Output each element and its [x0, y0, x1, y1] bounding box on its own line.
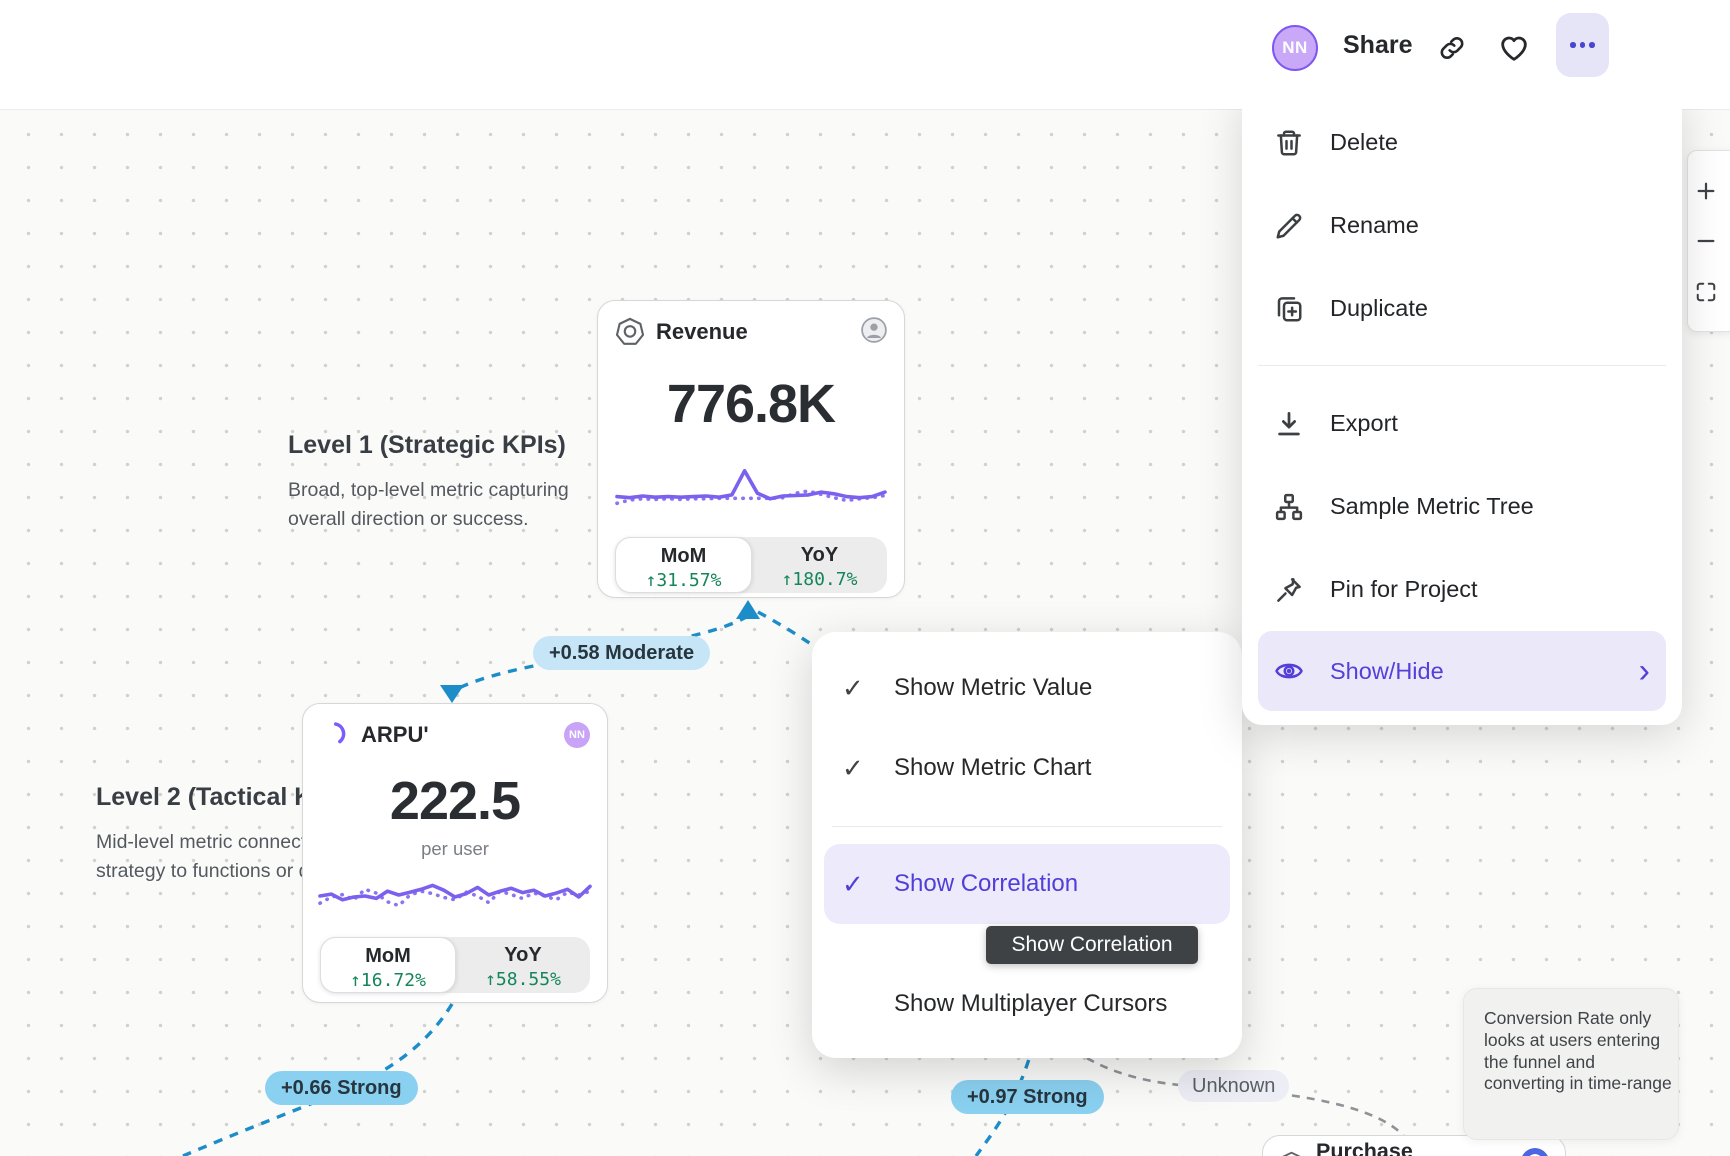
- copy-link-icon[interactable]: [1438, 34, 1466, 62]
- export-icon: [1274, 409, 1304, 439]
- correlation-badge[interactable]: +0.97 Strong: [951, 1080, 1104, 1114]
- level-1-title: Level 1 (Strategic KPIs): [288, 431, 566, 459]
- menu-item-pin-for-project[interactable]: Pin for Project: [1258, 548, 1666, 631]
- tab-mom[interactable]: MoM ↑31.57%: [615, 537, 752, 593]
- correlation-badge[interactable]: +0.58 Moderate: [533, 636, 711, 670]
- fit-view-button[interactable]: [1695, 281, 1717, 303]
- correlation-badge[interactable]: +0.66 Strong: [265, 1071, 418, 1105]
- menu-item-show-hide[interactable]: Show/Hide ›: [1258, 631, 1666, 711]
- pin-icon: [1274, 575, 1304, 605]
- show-correlation-tooltip: Show Correlation: [986, 926, 1198, 964]
- menu-item-delete[interactable]: Delete: [1258, 101, 1666, 184]
- metric-value: 776.8K: [666, 374, 836, 434]
- eye-icon: [1274, 656, 1304, 686]
- comparison-tabs: MoM ↑16.72% YoY ↑58.55%: [320, 937, 590, 993]
- level-1-annotation: Level 1 (Strategic KPIs) Broad, top-leve…: [288, 430, 569, 534]
- correlation-unknown-label[interactable]: Unknown: [1178, 1070, 1290, 1102]
- check-icon: ✓: [842, 672, 864, 703]
- level-2-description-line: strategy to functions or doma: [96, 860, 348, 882]
- metric-card-revenue[interactable]: Revenue 776.8K MoM ↑31.57% YoY ↑180.7%: [597, 300, 905, 598]
- menu-item-duplicate[interactable]: Duplicate: [1258, 267, 1666, 350]
- menu-divider: [832, 826, 1222, 827]
- metric-title: Revenue: [656, 319, 748, 344]
- canvas-context-menu: ✓ Show Metric Value ✓ Show Metric Chart …: [812, 632, 1242, 1058]
- yoy-value: ↑58.55%: [485, 969, 561, 990]
- chevron-right-icon: ›: [1638, 652, 1650, 690]
- share-button[interactable]: Share: [1343, 31, 1413, 59]
- metric-badge-icon: [1278, 1151, 1305, 1156]
- mom-value: ↑31.57%: [645, 570, 722, 591]
- check-icon: ✓: [842, 752, 864, 783]
- derived-metric-icon: [320, 720, 350, 750]
- user-avatar[interactable]: NN: [1272, 25, 1318, 71]
- pencil-icon: [1274, 211, 1304, 241]
- zoom-out-button[interactable]: [1695, 230, 1717, 252]
- metric-title: ARPU': [361, 722, 429, 747]
- menu-item-show-correlation[interactable]: ✓ Show Correlation: [824, 844, 1230, 924]
- level-1-description-line: overall direction or success.: [288, 508, 529, 530]
- tab-mom[interactable]: MoM ↑16.72%: [320, 937, 456, 993]
- yoy-value: ↑180.7%: [781, 569, 858, 590]
- metric-card-arpu[interactable]: ARPU' NN 222.5 per user MoM ↑16.72% YoY …: [302, 703, 608, 1003]
- check-icon: ✓: [842, 868, 864, 899]
- metric-badge-icon: [615, 317, 645, 347]
- tab-yoy[interactable]: YoY ↑180.7%: [752, 537, 887, 593]
- conversion-note-tooltip: Conversion Rate only looks at users ente…: [1463, 988, 1679, 1140]
- metric-sparkline: [615, 469, 887, 506]
- metric-title: Purchase Conversion R: [1316, 1139, 1413, 1156]
- viewer-avatar-icon: [861, 316, 887, 348]
- menu-item-rename[interactable]: Rename: [1258, 184, 1666, 267]
- level-2-annotation: Level 2 (Tactical KPIs Mid-level metric …: [96, 782, 350, 886]
- duplicate-icon: [1274, 294, 1304, 324]
- collaborator-avatar: NN: [564, 722, 590, 748]
- metric-unit: per user: [421, 838, 489, 859]
- canvas-zoom-controls: [1687, 150, 1730, 332]
- more-options-menu: Delete Rename Duplicate: [1242, 87, 1682, 725]
- level-2-description-line: Mid-level metric connecting: [96, 831, 333, 853]
- comparison-tabs: MoM ↑31.57% YoY ↑180.7%: [615, 537, 887, 593]
- mom-value: ↑16.72%: [350, 970, 426, 991]
- favorite-heart-icon[interactable]: [1498, 32, 1530, 64]
- menu-item-show-metric-chart[interactable]: ✓ Show Metric Chart: [842, 752, 1092, 783]
- menu-item-export[interactable]: Export: [1258, 382, 1666, 465]
- metric-value: 222.5: [389, 771, 521, 831]
- metric-sparkline: [318, 883, 592, 908]
- menu-item-show-metric-value[interactable]: ✓ Show Metric Value: [842, 672, 1093, 703]
- menu-item-show-multiplayer-cursors[interactable]: Show Multiplayer Cursors: [894, 990, 1168, 1017]
- menu-item-sample-metric-tree[interactable]: Sample Metric Tree: [1258, 465, 1666, 548]
- zoom-in-button[interactable]: [1695, 180, 1717, 202]
- level-1-description-line: Broad, top-level metric capturing: [288, 479, 569, 501]
- top-bar: NN Share: [0, 0, 1730, 109]
- trash-icon: [1274, 128, 1304, 158]
- collaborator-avatar: [1519, 1148, 1550, 1156]
- tab-yoy[interactable]: YoY ↑58.55%: [456, 937, 590, 993]
- metric-tree-icon: [1274, 492, 1304, 522]
- menu-divider: [1258, 365, 1666, 366]
- more-options-button[interactable]: [1556, 13, 1609, 77]
